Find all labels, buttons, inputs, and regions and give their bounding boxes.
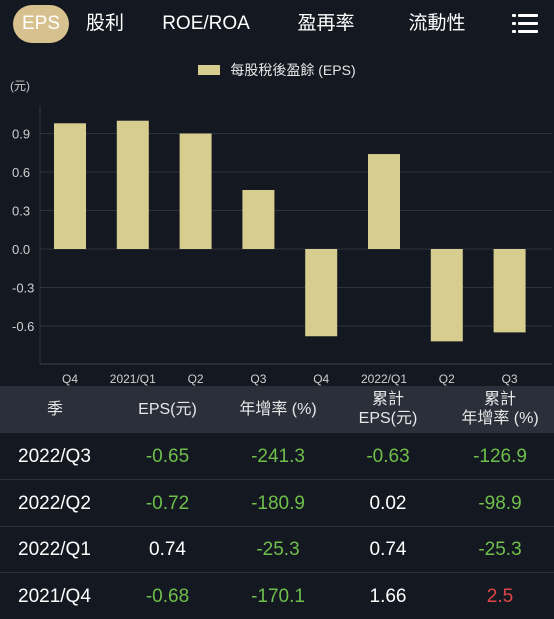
tab-dividend[interactable]: 股利 (85, 13, 124, 34)
y-tick-label: 0.0 (12, 242, 30, 257)
chart-legend: 每股稅後盈餘 (EPS) (0, 60, 554, 80)
cell-season: 2022/Q2 (18, 492, 91, 514)
tab-roe-roa[interactable]: ROE/ROA (162, 13, 250, 34)
table-row[interactable]: 2021/Q4 -0.68 -170.1 1.66 2.5 (0, 573, 554, 619)
legend-swatch (198, 65, 221, 75)
cell-cumulative-yoy: -98.9 (478, 492, 522, 514)
y-axis-unit-label: (元) (10, 79, 30, 93)
y-axis-ticks: 0.9 0.6 0.3 0.0 -0.3 -0.6 (12, 127, 34, 334)
x-tick-label: Q3 (250, 372, 266, 386)
cell-season: 2022/Q3 (18, 446, 91, 467)
header-cumulative-eps-line1: 累計 (371, 391, 404, 408)
x-tick-label: 2021/Q1 (110, 372, 156, 386)
eps-bar[interactable] (179, 133, 212, 249)
eps-bar[interactable] (242, 189, 275, 249)
cell-season: 2022/Q1 (18, 539, 91, 560)
table-row[interactable]: 2022/Q1 0.74 -25.3 0.74 -25.3 (0, 526, 554, 573)
x-tick-label: Q2 (439, 372, 455, 386)
y-tick-label: 0.3 (12, 204, 30, 219)
x-tick-label: 2022/Q1 (361, 372, 407, 386)
eps-bar[interactable] (368, 154, 400, 249)
header-season: 季 (46, 401, 63, 418)
x-axis-ticks: Q4 2021/Q1 Q2 Q3 Q4 2022/Q1 Q2 Q3 (62, 372, 518, 386)
y-tick-label: 0.9 (12, 127, 30, 142)
eps-bar[interactable] (305, 249, 338, 337)
cell-yoy: -241.3 (251, 446, 305, 467)
header-cumulative-yoy-line2: 年增率 (%) (461, 410, 539, 427)
tab-liquidity[interactable]: 流動性 (408, 13, 466, 34)
eps-bar[interactable] (116, 120, 149, 249)
header-cumulative-yoy: 累計 年增率 (%) (448, 390, 552, 428)
header-yoy: 年增率 (%) (239, 401, 317, 418)
tab-reinvestment-rate[interactable]: 盈再率 (297, 13, 355, 34)
header-eps: EPS(元) (138, 401, 197, 418)
header-cumulative-eps-line2: EPS(元) (358, 410, 418, 427)
table-row[interactable]: 2022/Q3 -0.65 -241.3 -0.63 -126.9 (0, 433, 554, 480)
cell-eps: -0.68 (145, 585, 190, 607)
header-cumulative-eps: 累計 EPS(元) (340, 390, 436, 428)
y-tick-label: -0.6 (12, 319, 34, 334)
y-tick-label: 0.6 (12, 165, 30, 180)
tab-eps[interactable]: EPS (13, 5, 69, 43)
cell-yoy: -180.9 (251, 492, 305, 514)
cell-yoy: -25.3 (256, 539, 300, 560)
cell-eps: 0.74 (149, 539, 186, 560)
x-tick-label: Q3 (502, 372, 518, 386)
tab-bar: EPS 股利 ROE/ROA 盈再率 流動性 (0, 0, 554, 48)
legend-label: 每股稅後盈餘 (EPS) (230, 62, 356, 78)
table-header: 季 EPS(元) 年增率 (%) 累計 EPS(元) 累計 年增率 (%) (0, 386, 554, 433)
cell-cumulative-eps: 0.74 (369, 539, 407, 560)
eps-bar[interactable] (493, 249, 526, 333)
header-cumulative-yoy-line1: 累計 (483, 391, 516, 408)
eps-bar[interactable] (430, 249, 463, 342)
cell-yoy: -170.1 (251, 585, 305, 607)
cell-cumulative-yoy: -126.9 (473, 446, 527, 467)
cell-cumulative-eps: 0.02 (369, 492, 407, 514)
cell-eps: -0.65 (145, 446, 190, 467)
cell-cumulative-eps: -0.63 (366, 446, 410, 467)
cell-season: 2021/Q4 (18, 585, 91, 607)
x-tick-label: Q4 (313, 372, 329, 386)
chart-bars[interactable] (54, 120, 526, 342)
table-row[interactable]: 2022/Q2 -0.72 -180.9 0.02 -98.9 (0, 480, 554, 527)
eps-bar[interactable] (54, 123, 86, 249)
cell-cumulative-eps: 1.66 (369, 585, 407, 607)
x-tick-label: Q2 (188, 372, 204, 386)
cell-eps: -0.72 (145, 492, 190, 514)
cell-cumulative-yoy: -25.3 (478, 539, 522, 560)
list-menu-icon[interactable] (512, 13, 538, 35)
y-tick-label: -0.3 (12, 280, 34, 295)
cell-cumulative-yoy: 2.5 (486, 585, 514, 607)
x-tick-label: Q4 (62, 372, 78, 386)
eps-bar-chart: (元) 0.90.60.30.0-0.3-0.6 Q4 2021/Q1 Q2 Q3 Q4… (10, 79, 552, 386)
